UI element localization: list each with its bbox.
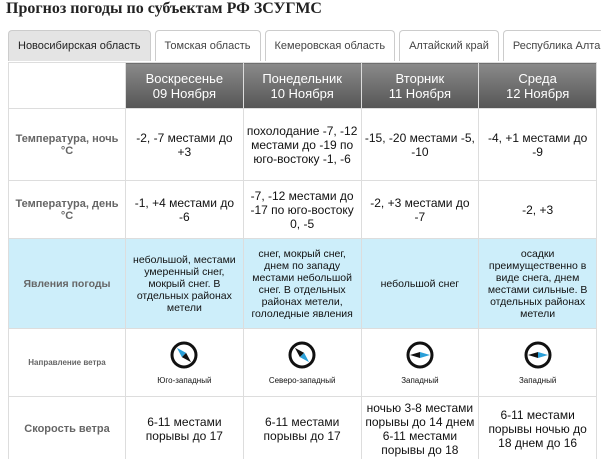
day: Понедельник [262,70,342,86]
header-cell: Среда 12 Ноября [478,62,597,109]
row-label: Температура, день °С [8,180,126,239]
cell: 6-11 местами порывы до 17 [242,396,362,459]
cell: Северо-западный [242,328,362,397]
cell: ночью 3-8 местами порывы до 14 днем 6-11… [360,396,480,459]
row: Направление ветра Юго-западный Северо-за… [8,328,597,397]
cell: -1, +4 местами до -6 [125,180,244,239]
wind-icon [524,341,552,369]
wind-icon [288,341,316,369]
date: 09 Ноября [152,85,217,101]
tab[interactable]: Новосибирская область [8,30,151,61]
page-title: Прогноз погоды по субъектам РФ ЗСУГМС [6,0,322,17]
tab[interactable]: Алтайский край [399,30,499,61]
header-cell: Воскресенье 09 Ноября [125,62,244,109]
cell: Западный [360,328,480,397]
cell: -4, +1 местами до -9 [478,108,597,181]
row: Температура, день °С -1, +4 местами до -… [8,180,597,239]
wind-direction: Западный [518,376,557,385]
cell: 6-11 местами порывы ночью до 18 днем до … [478,396,597,459]
tab[interactable]: Кемеровская область [264,30,396,61]
cell: осадки преимущественно в виде снега, дне… [478,238,597,329]
cell: 6-11 местами порывы до 17 [125,396,244,459]
cell: снег, мокрый снег, днем по западу местам… [242,238,362,329]
cell: Юго-западный [125,328,244,397]
cell: -2, -7 местами до +3 [125,108,244,181]
tab-bar: Новосибирская область Томская область Ке… [8,30,601,61]
row: Явления погоды небольшой, местами умерен… [8,238,597,329]
cell: небольшой, местами умеренный снег, мокры… [125,238,244,329]
date: 10 Ноября [270,85,334,101]
header-cell: Понедельник 10 Ноября [242,62,362,109]
header-cell: Вторник 11 Ноября [360,62,480,109]
cell: -7, -12 местами до -17 по юго-востоку 0,… [242,180,362,239]
cell: -15, -20 местами -5, -10 [360,108,480,181]
cell: -2, +3 [478,180,597,239]
cell: Западный [478,328,597,397]
day: Воскресенье [145,70,224,86]
header-row: Воскресенье 09 Ноября Понедельник 10 Ноябр… [8,62,597,109]
day: Вторник [395,70,445,86]
tab[interactable]: Республика Алтай [502,30,601,61]
cell: -2, +3 местами до -7 [360,180,480,239]
day: Среда [518,70,557,86]
wind-direction: Юго-западный [157,376,212,385]
date: 12 Ноября [505,85,570,101]
row-label: Температура, ночь °С [8,108,126,181]
header-cell [8,62,126,109]
date: 11 Ноября [388,85,452,101]
row-label: Направление ветра [8,328,126,397]
wind-direction: Северо-западный [268,376,336,385]
row-label: Скорость ветра [8,396,126,459]
cell: небольшой снег [360,238,480,329]
row: Температура, ночь °С -2, -7 местами до +… [8,108,597,181]
wind-direction: Западный [401,376,439,385]
wind-icon [170,341,198,369]
forecast-table: Воскресенье 09 Ноября Понедельник 10 Ноябр… [8,62,597,459]
wind-icon [406,341,434,369]
row-label: Явления погоды [8,238,126,329]
cell: похолодание -7, -12 местами до -19 по юг… [242,108,362,181]
tab[interactable]: Томская область [154,30,261,61]
row: Скорость ветра 6-11 местами порывы до 17… [8,396,597,459]
